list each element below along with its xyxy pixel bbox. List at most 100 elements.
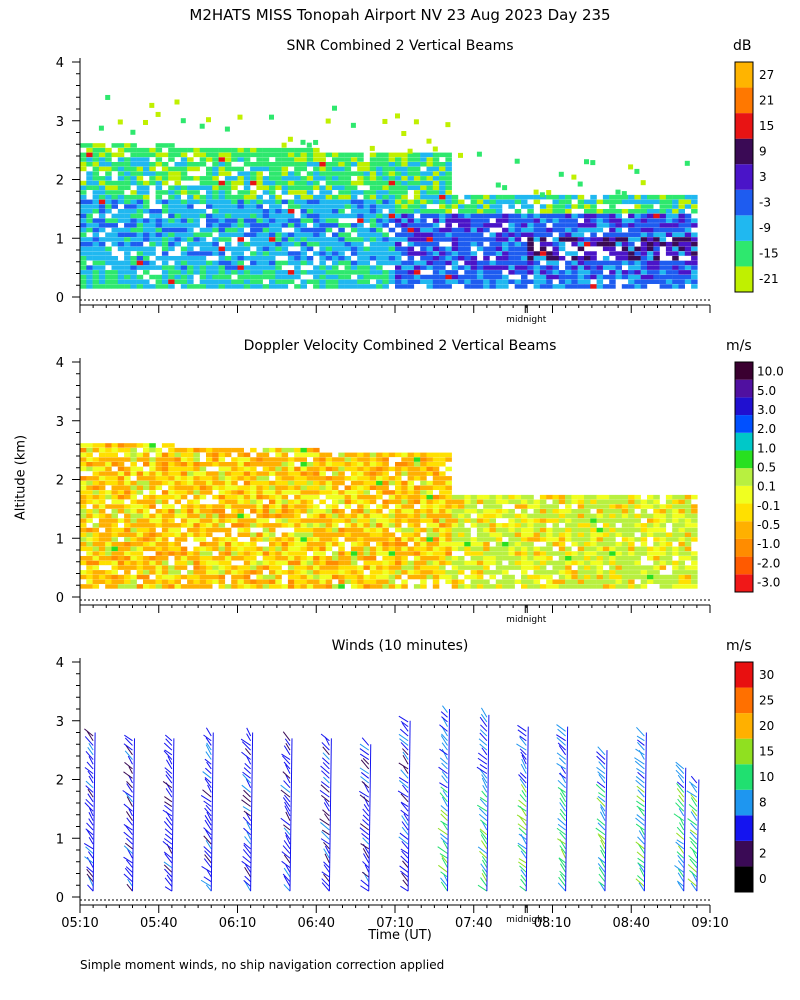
wind-barb	[281, 851, 291, 859]
velocity-cell	[426, 457, 433, 462]
velocity-cell	[659, 551, 667, 556]
snr-cell	[546, 208, 553, 214]
snr-cell	[130, 218, 137, 223]
velocity-cell	[363, 555, 370, 561]
snr-cell	[546, 279, 553, 284]
snr-cell	[80, 260, 87, 266]
snr-cell	[388, 237, 396, 242]
velocity-cell	[521, 518, 528, 523]
snr-cell	[168, 143, 175, 148]
velocity-cell	[80, 499, 87, 505]
velocity-cell	[672, 532, 679, 537]
snr-cell	[533, 265, 541, 270]
velocity-cell	[161, 560, 169, 566]
velocity-cell	[325, 494, 333, 500]
velocity-cell	[464, 537, 471, 542]
snr-cell	[117, 190, 125, 195]
velocity-cell	[243, 457, 251, 462]
velocity-cell	[269, 541, 276, 547]
velocity-cell	[338, 461, 345, 467]
velocity-cell	[577, 555, 585, 561]
velocity-cell	[143, 447, 150, 453]
velocity-cell	[111, 546, 118, 552]
snr-cell	[426, 255, 433, 261]
snr-cell	[275, 237, 282, 242]
snr-cell	[250, 176, 257, 181]
velocity-colorbar-swatch	[735, 362, 753, 380]
snr-cell	[193, 208, 200, 214]
snr-cell	[117, 284, 125, 289]
velocity-cell	[237, 476, 244, 481]
snr-cell	[218, 284, 226, 289]
snr-cell	[231, 185, 238, 190]
velocity-cell	[691, 532, 698, 537]
snr-cell	[665, 241, 673, 247]
velocity-cell	[161, 532, 169, 537]
page-title: M2HATS MISS Tonopah Airport NV 23 Aug 20…	[189, 6, 611, 24]
velocity-cell	[281, 490, 289, 495]
snr-cell	[224, 223, 232, 228]
snr-cell	[111, 166, 118, 172]
velocity-cell	[653, 527, 660, 533]
velocity-cell	[155, 480, 163, 486]
snr-cell	[590, 208, 597, 214]
snr-cell	[124, 274, 131, 280]
snr-cell	[275, 241, 282, 247]
snr-cell	[313, 270, 320, 275]
velocity-cell	[187, 476, 194, 481]
snr-cell	[136, 180, 144, 186]
velocity-cell	[262, 532, 270, 537]
snr-cell	[533, 284, 541, 289]
velocity-cell	[369, 513, 377, 519]
velocity-cell	[659, 527, 667, 533]
velocity-cell	[111, 560, 118, 566]
velocity-cell	[691, 523, 698, 528]
snr-cell	[168, 208, 175, 214]
velocity-cell	[180, 555, 188, 561]
snr-cell	[124, 161, 131, 167]
velocity-cell	[395, 480, 402, 486]
snr-cell	[470, 265, 478, 270]
snr-cell	[647, 213, 654, 219]
velocity-cell	[187, 480, 194, 486]
snr-cell	[376, 260, 383, 266]
velocity-cell	[363, 565, 370, 570]
velocity-cell	[86, 485, 93, 490]
snr-cell	[439, 194, 446, 200]
velocity-cell	[98, 570, 106, 575]
velocity-cell	[313, 452, 320, 458]
velocity-cell	[388, 452, 396, 458]
velocity-cell	[369, 485, 377, 490]
velocity-cell	[319, 485, 326, 490]
snr-cell	[306, 227, 314, 233]
snr-cell	[306, 279, 314, 284]
velocity-cell	[155, 537, 163, 542]
wind-barb	[126, 817, 133, 826]
snr-cell	[105, 208, 112, 214]
snr-cell	[476, 218, 484, 223]
snr-cell	[628, 218, 635, 223]
snr-cell	[243, 241, 251, 247]
velocity-cell	[275, 551, 282, 556]
velocity-cell	[502, 513, 509, 519]
snr-cell	[275, 204, 282, 209]
velocity-cell	[149, 560, 156, 566]
snr-cell	[243, 265, 251, 270]
velocity-cell	[615, 504, 622, 509]
velocity-cell	[609, 579, 616, 584]
snr-cell	[395, 166, 402, 172]
snr-cell	[256, 260, 263, 266]
velocity-cell	[294, 494, 301, 500]
velocity-colorbar-label: -1.0	[757, 537, 780, 551]
velocity-cell	[527, 565, 534, 570]
velocity-cell	[552, 494, 559, 500]
velocity-colorbar-swatch	[735, 379, 753, 398]
velocity-cell	[187, 490, 194, 495]
velocity-cell	[552, 523, 559, 528]
snr-cell	[602, 241, 610, 247]
snr-cell	[684, 241, 692, 247]
snr-cell	[508, 237, 515, 242]
snr-cell	[281, 185, 289, 190]
snr-cell	[262, 152, 270, 158]
snr-cell	[344, 180, 352, 186]
